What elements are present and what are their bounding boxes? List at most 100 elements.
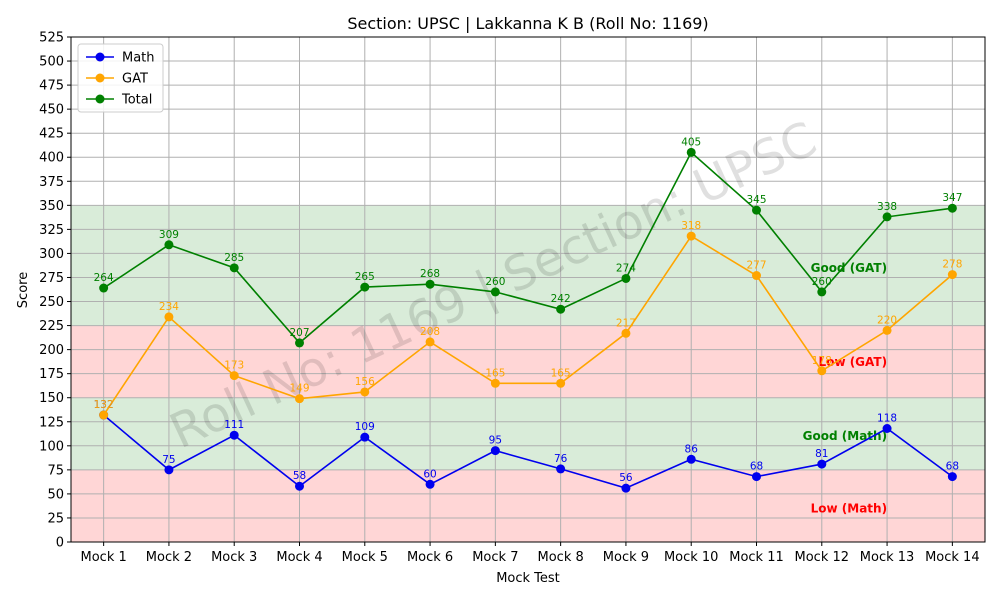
data-label-total: 260 [812, 276, 832, 288]
y-tick-label: 100 [39, 439, 64, 454]
data-point-math [817, 459, 827, 469]
data-label-total: 264 [94, 272, 114, 284]
y-tick-label: 175 [39, 367, 64, 382]
x-axis-title: Mock Test [496, 571, 560, 586]
data-point-total [947, 203, 957, 213]
data-label-gat: 318 [681, 220, 701, 232]
band-0 [71, 469, 985, 542]
y-tick-label: 200 [39, 343, 64, 358]
data-point-math [686, 454, 696, 464]
data-point-gat [490, 378, 500, 388]
x-tick-label: Mock 3 [211, 550, 257, 565]
data-label-math: 86 [685, 443, 699, 455]
data-point-total [817, 287, 827, 297]
data-point-math [556, 464, 566, 474]
data-label-gat: 165 [485, 367, 505, 379]
data-point-gat [556, 378, 566, 388]
data-label-total: 285 [224, 252, 244, 264]
data-label-gat: 165 [551, 367, 571, 379]
data-point-gat [360, 387, 370, 397]
series-line-gat [102, 235, 953, 416]
y-tick-label: 275 [39, 271, 64, 286]
data-label-gat: 217 [616, 317, 636, 329]
x-tick-label: Mock 11 [729, 550, 784, 565]
data-point-gat [817, 366, 827, 376]
chart-title: Section: UPSC | Lakkanna K B (Roll No: 1… [347, 14, 708, 33]
y-axis-title: Score [16, 272, 31, 308]
data-point-total [99, 283, 109, 293]
data-label-gat: 156 [355, 376, 375, 388]
y-tick-label: 125 [39, 415, 64, 430]
data-point-total [229, 263, 239, 273]
data-label-total: 207 [289, 327, 309, 339]
y-tick-label: 0 [56, 536, 64, 551]
band-3 [71, 205, 985, 326]
series-line-math [103, 414, 953, 489]
data-point-math [164, 465, 174, 475]
data-point-gat [686, 231, 696, 241]
legend-label: GAT [122, 72, 148, 87]
x-tick-label: Mock 13 [860, 550, 915, 565]
data-point-gat [99, 410, 109, 420]
data-point-math [295, 481, 304, 491]
band-2 [71, 325, 985, 398]
data-point-gat [425, 337, 435, 347]
data-label-math: 58 [293, 470, 306, 482]
data-point-math [229, 430, 239, 440]
band-label: Low (Math) [811, 501, 887, 515]
data-point-math [360, 432, 370, 442]
data-label-math: 81 [815, 448, 828, 460]
data-label-gat: 178 [812, 355, 832, 367]
plot-frame [70, 36, 986, 543]
series-line-total [103, 151, 953, 345]
data-point-gat [882, 325, 892, 335]
y-tick-label: 250 [39, 295, 64, 310]
data-point-gat [752, 271, 761, 281]
y-tick-label: 525 [39, 31, 64, 46]
data-point-total [295, 338, 304, 348]
y-tick-label: 50 [47, 487, 64, 502]
x-tick-label: Mock 1 [81, 550, 127, 565]
data-label-gat: 277 [746, 260, 766, 272]
y-tick-label: 300 [39, 247, 64, 262]
data-label-gat: 220 [877, 314, 897, 326]
data-label-math: 60 [423, 468, 436, 480]
x-tick-label: Mock 14 [925, 550, 980, 565]
data-point-total [164, 240, 174, 250]
x-tick-label: Mock 12 [795, 550, 850, 565]
data-label-gat: 278 [942, 259, 962, 271]
data-label-gat: 234 [159, 301, 179, 313]
data-label-total: 309 [159, 229, 179, 241]
data-label-total: 268 [420, 268, 440, 280]
data-point-math [752, 472, 761, 482]
data-label-total: 265 [355, 271, 375, 283]
band-label: Good (GAT) [811, 261, 887, 275]
data-point-math [882, 423, 892, 433]
legend-label: Total [121, 93, 152, 108]
legend: Math GAT Total [77, 43, 164, 113]
y-tick-label: 225 [39, 319, 64, 334]
data-point-math [425, 479, 435, 489]
data-label-gat: 149 [289, 383, 309, 395]
y-tick-label: 500 [39, 55, 64, 70]
y-tick-label: 75 [47, 463, 64, 478]
legend-label: Math [122, 51, 155, 66]
y-tick-label: 425 [39, 127, 64, 142]
data-point-total [360, 282, 370, 292]
data-point-total [556, 304, 566, 314]
x-tick-label: Mock 7 [472, 550, 518, 565]
data-label-total: 405 [681, 136, 701, 148]
data-point-total [686, 147, 696, 157]
data-label-math: 109 [355, 421, 375, 433]
x-tick-label: Mock 6 [407, 550, 453, 565]
y-tick-label: 150 [39, 391, 64, 406]
legend-marker [95, 52, 105, 62]
data-point-gat [621, 328, 631, 338]
x-tick-label: Mock 9 [603, 550, 649, 565]
data-label-math: 75 [162, 454, 175, 466]
data-label-total: 347 [942, 192, 962, 204]
data-label-math: 132 [94, 399, 114, 411]
data-label-math: 68 [750, 461, 763, 473]
data-point-math [947, 472, 957, 482]
